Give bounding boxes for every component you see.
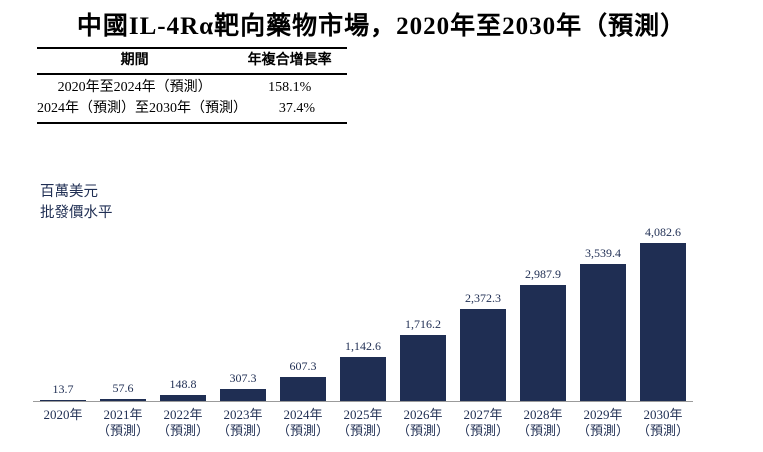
bar-value-label: 307.3	[229, 371, 257, 385]
bar	[100, 399, 146, 401]
cagr-table-cell-cagr: 37.4%	[278, 101, 316, 116]
y-axis-unit-line2: 批發價水平	[40, 205, 113, 221]
x-axis-label-year: 2030年	[643, 407, 683, 422]
y-axis-unit-line1: 百萬美元	[40, 184, 98, 200]
x-axis-label-forecast: （預測）	[576, 423, 629, 438]
bar-group-2027: 2,372.3	[453, 291, 513, 401]
bar	[40, 400, 86, 401]
bar-value-label: 3,539.4	[585, 246, 621, 260]
cagr-table-row: 2020年至2024年（預測） 158.1%	[37, 77, 347, 98]
bar-value-label: 1,142.6	[345, 339, 381, 353]
x-axis-label-2022: 2022年 （預測）	[153, 402, 213, 439]
bar	[160, 395, 206, 401]
bar-group-2029: 3,539.4	[573, 246, 633, 401]
x-axis-label-forecast: （預測）	[636, 423, 689, 438]
bar	[280, 377, 326, 401]
x-axis-label-forecast: （預測）	[216, 423, 269, 438]
cagr-table: 期間 年複合增長率 2020年至2024年（預測） 158.1% 2024年（預…	[37, 47, 347, 124]
x-axis-label-forecast: （預測）	[276, 423, 329, 438]
bar-group-2028: 2,987.9	[513, 267, 573, 401]
bar-value-label: 13.7	[52, 382, 74, 396]
bar-value-label: 2,372.3	[465, 291, 501, 305]
x-axis-label-year: 2028年	[523, 407, 563, 422]
cagr-table-cell-period: 2020年至2024年（預測）	[57, 80, 212, 95]
bar	[580, 264, 626, 401]
x-axis-label-2020: 2020年	[33, 402, 93, 439]
x-axis-label-year: 2021年	[103, 407, 143, 422]
bar-group-2030: 4,082.6	[633, 225, 693, 401]
x-axis-label-forecast: （預測）	[336, 423, 389, 438]
bar	[460, 309, 506, 401]
plot-area: 13.7 57.6 148.8 307.3 607.3 1,142.6 1,71…	[33, 221, 693, 402]
cagr-table-header-cagr: 年複合增長率	[247, 53, 332, 68]
y-axis-unit: 百萬美元 批發價水平	[40, 182, 113, 224]
bar-value-label: 607.3	[289, 359, 317, 373]
x-axis-label-forecast: （預測）	[456, 423, 509, 438]
bar-chart: 13.7 57.6 148.8 307.3 607.3 1,142.6 1,71…	[33, 221, 693, 439]
x-axis-label-year: 2025年	[343, 407, 383, 422]
cagr-table-header-row: 期間 年複合增長率	[37, 49, 347, 75]
cagr-table-header-period: 期間	[120, 53, 149, 68]
bar-value-label: 4,082.6	[645, 225, 681, 239]
x-axis-label-year: 2029年	[583, 407, 623, 422]
bar	[640, 243, 686, 401]
x-axis-label-year: 2023年	[223, 407, 263, 422]
cagr-table-cell-period: 2024年（預測）至2030年（預測）	[37, 101, 247, 116]
bar	[220, 389, 266, 401]
x-axis-label-forecast: （預測）	[156, 423, 209, 438]
x-axis-label-2029: 2029年 （預測）	[573, 402, 633, 439]
x-axis-label-2023: 2023年 （預測）	[213, 402, 273, 439]
bar-value-label: 57.6	[112, 381, 134, 395]
bar-value-label: 148.8	[169, 377, 197, 391]
bar-group-2025: 1,142.6	[333, 339, 393, 401]
x-axis-label-2026: 2026年 （預測）	[393, 402, 453, 439]
page-title: 中國IL-4Rα靶向藥物市場，2020年至2030年（預測）	[76, 13, 687, 40]
cagr-table-cell-cagr: 158.1%	[268, 80, 312, 95]
bar-group-2023: 307.3	[213, 371, 273, 401]
bar	[520, 285, 566, 401]
cagr-table-row: 2024年（預測）至2030年（預測） 37.4%	[37, 98, 347, 119]
bar	[340, 357, 386, 401]
x-axis-label-2027: 2027年 （預測）	[453, 402, 513, 439]
x-axis-label-2021: 2021年 （預測）	[93, 402, 153, 439]
x-axis-label-2030: 2030年 （預測）	[633, 402, 693, 439]
x-axis-label-forecast: （預測）	[96, 423, 149, 438]
bar-group-2021: 57.6	[93, 381, 153, 401]
x-axis-label-2028: 2028年 （預測）	[513, 402, 573, 439]
x-axis-label-year: 2020年	[43, 407, 83, 422]
x-axis-label-2024: 2024年 （預測）	[273, 402, 333, 439]
x-axis-label-year: 2022年	[163, 407, 203, 422]
x-axis-label-forecast: （預測）	[396, 423, 449, 438]
bar-value-label: 2,987.9	[525, 267, 561, 281]
bar-value-label: 1,716.2	[405, 317, 441, 331]
bar	[400, 335, 446, 401]
x-axis-label-forecast: （預測）	[516, 423, 569, 438]
bar-group-2024: 607.3	[273, 359, 333, 401]
x-axis-label-year: 2027年	[463, 407, 503, 422]
x-axis-label-year: 2024年	[283, 407, 323, 422]
bar-group-2020: 13.7	[33, 382, 93, 401]
bar-group-2022: 148.8	[153, 377, 213, 401]
x-axis-label-year: 2026年	[403, 407, 443, 422]
x-axis: 2020年 2021年 （預測） 2022年 （預測） 2023年 （預測） 2…	[33, 402, 693, 439]
bar-group-2026: 1,716.2	[393, 317, 453, 401]
x-axis-label-2025: 2025年 （預測）	[333, 402, 393, 439]
